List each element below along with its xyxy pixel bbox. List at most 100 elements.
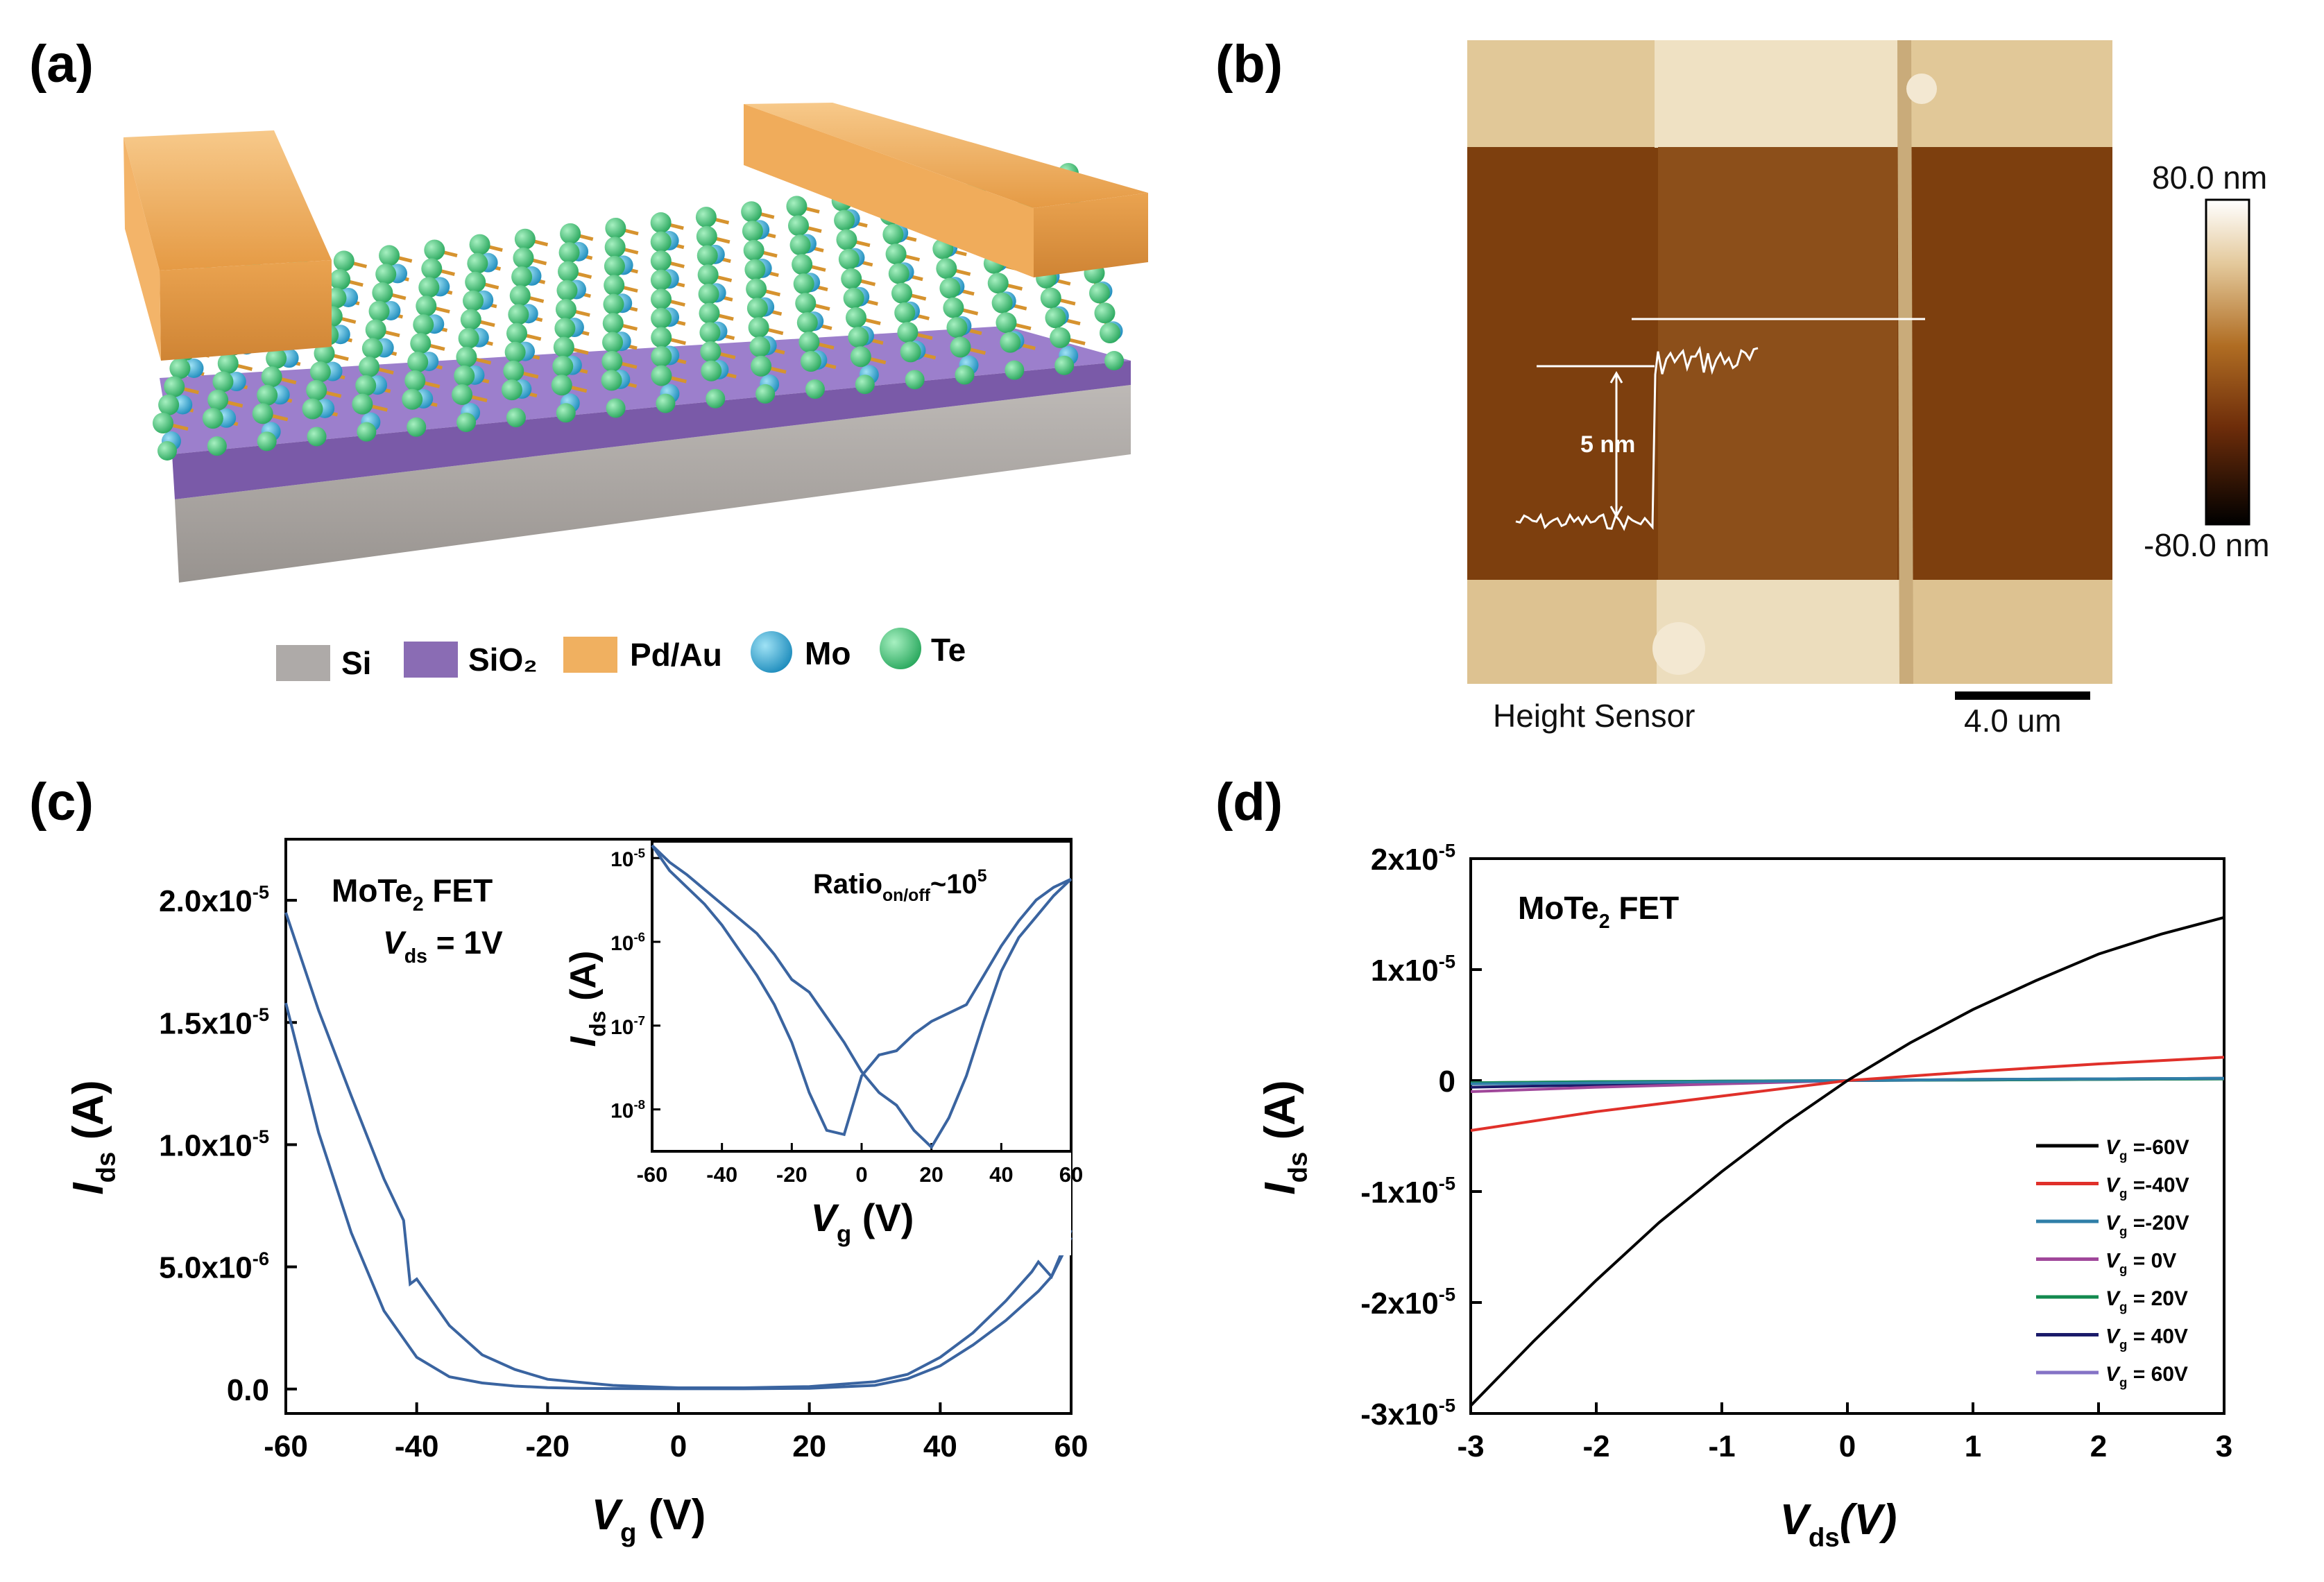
scale-bar [1955, 691, 2090, 700]
te-atom [787, 215, 809, 237]
x-tick-label: 1 [1965, 1429, 1981, 1463]
legend-label: Vg = 0V [2105, 1250, 2176, 1276]
inset-series-line [651, 844, 1073, 1150]
chart-annotation: MoTe2 FET [1518, 890, 1679, 933]
te-atom [467, 252, 488, 274]
te-atom [164, 376, 185, 397]
y-tick-label: -3x10-5 [1360, 1395, 1455, 1431]
legend-label-te: Te [931, 632, 966, 668]
te-atom [846, 307, 867, 329]
te-atom [1089, 282, 1110, 304]
te-atom [463, 290, 484, 311]
y-axis-label: Ids (A) [1256, 1080, 1313, 1194]
te-atom [372, 282, 393, 303]
legend-label: Vg = 20V [2105, 1287, 2188, 1314]
te-atom [361, 338, 383, 359]
te-atom [601, 350, 623, 372]
right-electrode-front [744, 104, 1034, 277]
left-electrode-front [160, 260, 332, 361]
te-atom [743, 239, 764, 261]
series-line [284, 912, 1073, 1389]
te-atom [552, 355, 574, 377]
te-atom [456, 346, 477, 368]
te-atom [407, 417, 427, 437]
te-atom [987, 273, 1009, 294]
chart-annotation: Vds = 1V [383, 925, 503, 968]
x-tick-label: -20 [526, 1429, 570, 1463]
te-atom [885, 243, 907, 265]
te-atom [418, 277, 440, 298]
legend-swatch-mo [751, 631, 792, 673]
y-tick-label: -1x10-5 [1360, 1173, 1455, 1210]
te-atom [698, 283, 719, 304]
inset-annotation: Ratioon/off~105 [813, 867, 987, 905]
right-electrode-top [744, 103, 1148, 208]
chart-annotation: MoTe2 FET [332, 872, 493, 915]
te-atom [836, 229, 857, 250]
panel-label-c: (c) [29, 773, 94, 832]
te-atom [1005, 360, 1025, 380]
legend-swatch-sio2 [404, 642, 458, 678]
te-atom [556, 280, 578, 301]
te-atom [314, 343, 335, 364]
te-atom [257, 384, 278, 406]
te-atom [555, 299, 576, 320]
y-tick-label: 1.0x10-5 [159, 1126, 269, 1162]
te-atom [651, 289, 672, 310]
te-atom [553, 336, 574, 358]
height-profile-trace [1515, 345, 1759, 531]
te-atom [307, 427, 327, 447]
te-atom [1100, 323, 1120, 343]
te-atom [749, 336, 771, 358]
te-atom [379, 245, 400, 266]
te-atom [560, 223, 581, 244]
inset-x-tick-label: 40 [989, 1162, 1013, 1187]
x-tick-label: -3 [1457, 1429, 1484, 1463]
te-atom [402, 388, 423, 410]
afm-flake-edge [1897, 40, 1913, 684]
te-atom [650, 269, 672, 291]
te-atom [153, 413, 173, 433]
te-atom [651, 307, 672, 329]
left-electrode-side [123, 137, 161, 361]
te-atom [1104, 351, 1124, 370]
legend-label-pdau: Pd/Au [630, 637, 722, 673]
te-atom [850, 346, 871, 368]
te-atom [706, 388, 726, 409]
legend-label-mo: Mo [805, 635, 851, 671]
te-atom [848, 327, 869, 348]
te-atom [266, 347, 287, 369]
te-atom [257, 431, 277, 452]
chart-c: -60 -40 -20 0 20 40 60 0.0 5.0x10-6 1.0x10-5 1.5x1… [65, 838, 1088, 1547]
te-atom [416, 295, 437, 317]
inset-x-tick-label: -60 [637, 1162, 668, 1187]
te-atom [558, 261, 579, 282]
x-tick-label: -2 [1582, 1429, 1609, 1463]
te-atom [700, 341, 721, 363]
legend-swatch-te [880, 628, 921, 669]
te-atom [454, 365, 475, 386]
x-axis-label: Vds(V) [1780, 1496, 1897, 1552]
te-atom [855, 375, 875, 395]
te-atom [882, 224, 904, 246]
te-atom [894, 302, 916, 323]
te-atom [452, 384, 473, 405]
series-line [284, 1002, 1073, 1391]
inset-y-tick-label: 10-8 [610, 1097, 645, 1123]
te-atom [1000, 332, 1021, 353]
te-atom [943, 297, 964, 318]
te-atom [604, 255, 625, 277]
te-atom [368, 300, 390, 322]
inset-x-tick-label: -40 [706, 1162, 737, 1187]
te-atom [604, 237, 626, 258]
te-atom [946, 317, 968, 338]
te-atom [786, 196, 808, 217]
legend-label-sio2: SiO₂ [468, 642, 538, 678]
te-atom [1094, 302, 1116, 324]
x-axis-label: Vg (V) [592, 1491, 706, 1547]
series-line [1470, 1056, 2225, 1132]
te-atom [696, 225, 717, 247]
te-atom [888, 263, 909, 284]
te-atom [357, 422, 377, 442]
te-atom [1054, 355, 1075, 375]
